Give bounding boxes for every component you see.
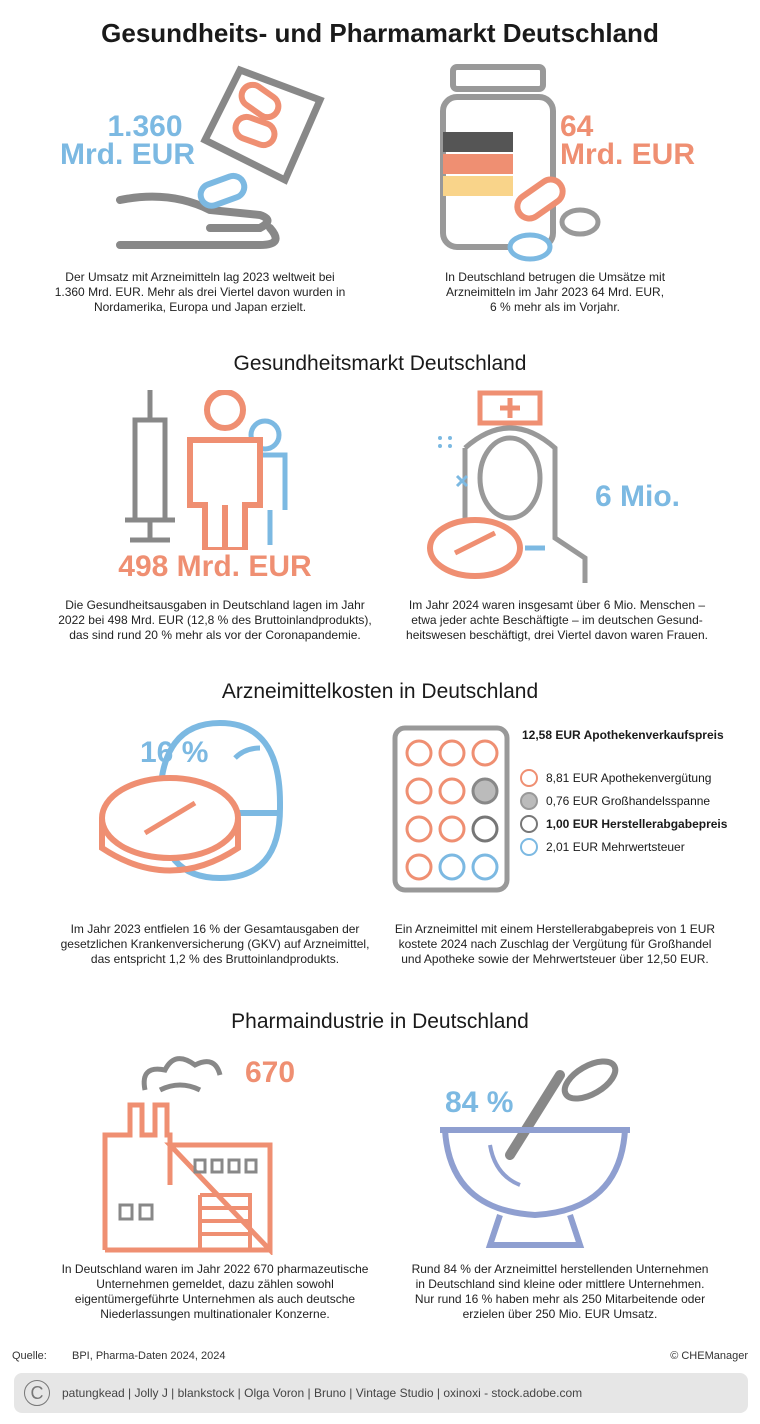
blister-pill xyxy=(438,815,466,843)
legend-label: 1,00 EUR Herstellerabgabepreis xyxy=(546,816,728,831)
text-line: Rund 84 % der Arzneimittel herstellenden… xyxy=(411,1262,709,1276)
health-employees-value: 6 Mio. xyxy=(595,480,681,513)
section-heading-drug-costs: Arzneimittelkosten in Deutschland xyxy=(221,680,539,703)
blister-pill xyxy=(405,739,433,767)
text-line: In Deutschland waren im Jahr 2022 670 ph… xyxy=(61,1262,369,1276)
blister-pack-illustration xyxy=(392,725,510,893)
blister-pill xyxy=(405,853,433,881)
text-line: 2022 bei 498 Mrd. EUR (12,8 % des Brutto… xyxy=(58,613,372,627)
text-line: heitswesen beschäftigt, drei Viertel dav… xyxy=(406,628,708,642)
source-label: Quelle: xyxy=(12,1350,47,1362)
blister-pill xyxy=(471,853,499,881)
legend-dot xyxy=(520,791,538,810)
blister-frame xyxy=(392,725,510,893)
blister-pill xyxy=(438,739,466,767)
hand-pills-illustration xyxy=(116,65,325,249)
global-revenue-unit: Mrd. EUR xyxy=(60,138,195,171)
retail-price-title: 12,58 EUR Apothekenverkaufspreis xyxy=(522,728,724,742)
copyright-icon: C xyxy=(24,1380,50,1406)
legend-item: 1,00 EUR Herstellerabgabepreis xyxy=(520,812,727,835)
global-revenue-text: Der Umsatz mit Arzneimitteln lag 2023 we… xyxy=(40,270,360,315)
global-revenue-value: 1.360 xyxy=(107,110,183,143)
legend-dot xyxy=(520,837,538,856)
blister-pill xyxy=(405,815,433,843)
text-line: Im Jahr 2023 entfielen 16 % der Gesamtau… xyxy=(70,922,360,936)
text-line: Niederlassungen multinationaler Konzerne… xyxy=(100,1307,330,1321)
gkv-share-text: Im Jahr 2023 entfielen 16 % der Gesamtau… xyxy=(50,922,380,967)
text-line: das entspricht 1,2 % des Bruttoinlandpro… xyxy=(90,952,340,966)
pill-bottle-illustration xyxy=(440,64,601,262)
germany-revenue-text: In Deutschland betrugen die Umsätze mit A… xyxy=(400,270,710,315)
pill-capsule-illustration xyxy=(99,719,283,882)
health-spending-text: Die Gesundheitsausgaben in Deutschland l… xyxy=(50,598,380,643)
text-line: gesetzlichen Krankenversicherung (GKV) a… xyxy=(60,937,370,951)
legend-label: 8,81 EUR Apothekenvergütung xyxy=(546,770,712,785)
price-legend: 8,81 EUR Apothekenvergütung 0,76 EUR Groß… xyxy=(520,766,727,858)
text-line: kostete 2024 nach Zuschlag der Vergütung… xyxy=(398,937,712,951)
legend-dot xyxy=(520,814,538,833)
text-line: In Deutschland betrugen die Umsätze mit xyxy=(444,270,666,284)
text-line: Ein Arzneimittel mit einem Herstellerabg… xyxy=(394,922,716,936)
copyright-text: © CHEManager xyxy=(670,1350,748,1362)
source-text: BPI, Pharma-Daten 2024, 2024 xyxy=(72,1350,226,1362)
legend-label: 0,76 EUR Großhandelsspanne xyxy=(546,793,711,808)
legend-label: 2,01 EUR Mehrwertsteuer xyxy=(546,839,685,854)
text-line: und Apotheke sowie der Mehrwertsteuer üb… xyxy=(401,952,709,966)
text-line: erzielen über 250 Mio. EUR Umsatz. xyxy=(462,1307,658,1321)
nurse-pill-illustration xyxy=(427,390,588,583)
germany-revenue-value: 64 xyxy=(560,110,594,143)
text-line: 6 % mehr als im Vorjahr. xyxy=(489,300,621,314)
blister-pill xyxy=(471,815,499,843)
gkv-share-value: 16 % xyxy=(140,736,209,769)
text-line: eigentümergeführte Unternehmen als auch … xyxy=(74,1292,356,1306)
blister-pill xyxy=(471,777,499,805)
factory-illustration xyxy=(102,1056,273,1255)
blister-pill xyxy=(438,853,466,881)
legend-dot xyxy=(520,768,538,787)
blister-pill xyxy=(405,777,433,805)
syringe-people-illustration xyxy=(125,390,288,550)
companies-count-text: In Deutschland waren im Jahr 2022 670 ph… xyxy=(45,1262,385,1322)
health-spending-value: 498 Mrd. EUR xyxy=(118,550,312,583)
legend-item: 8,81 EUR Apothekenvergütung xyxy=(520,766,727,789)
section-heading-pharma-industry: Pharmaindustrie in Deutschland xyxy=(231,1010,529,1033)
page-title: Gesundheits- und Pharmamarkt Deutschland xyxy=(101,18,659,48)
legend-item: 2,01 EUR Mehrwertsteuer xyxy=(520,835,727,858)
legend-item: 0,76 EUR Großhandelsspanne xyxy=(520,789,727,812)
sme-share-text: Rund 84 % der Arzneimittel herstellenden… xyxy=(385,1262,735,1322)
germany-revenue-unit: Mrd. EUR xyxy=(560,138,695,171)
blister-pill xyxy=(471,739,499,767)
blister-pill xyxy=(438,777,466,805)
text-line: Nur rund 16 % haben mehr als 250 Mitarbe… xyxy=(414,1292,706,1306)
text-line: Der Umsatz mit Arzneimitteln lag 2023 we… xyxy=(65,270,335,284)
text-line: 1.360 Mrd. EUR. Mehr als drei Viertel da… xyxy=(54,285,346,299)
text-line: Unternehmen gemeldet, dazu zählen sowohl xyxy=(96,1277,334,1291)
price-breakdown-text: Ein Arzneimittel mit einem Herstellerabg… xyxy=(380,922,730,967)
section-heading-health-market: Gesundheitsmarkt Deutschland xyxy=(233,352,527,375)
text-line: das sind rund 20 % mehr als vor der Coro… xyxy=(69,628,361,642)
companies-count-value: 670 xyxy=(245,1056,296,1089)
mortar-pestle-illustration xyxy=(440,1058,630,1248)
text-line: etwa jeder achte Beschäftigte – im deuts… xyxy=(411,613,703,627)
text-line: Arzneimitteln im Jahr 2023 64 Mrd. EUR, xyxy=(445,285,665,299)
text-line: Nordamerika, Europa und Japan erzielt. xyxy=(93,300,307,314)
text-line: Die Gesundheitsausgaben in Deutschland l… xyxy=(65,598,365,612)
text-line: Im Jahr 2024 waren insgesamt über 6 Mio.… xyxy=(408,598,706,612)
sme-share-value: 84 % xyxy=(445,1086,514,1119)
text-line: in Deutschland sind kleine oder mittlere… xyxy=(415,1277,705,1291)
health-employees-text: Im Jahr 2024 waren insgesamt über 6 Mio.… xyxy=(392,598,722,643)
image-credits: patungkead | Jolly J | blankstock | Olga… xyxy=(62,1386,583,1400)
image-credits-bar: C patungkead | Jolly J | blankstock | Ol… xyxy=(14,1373,748,1413)
